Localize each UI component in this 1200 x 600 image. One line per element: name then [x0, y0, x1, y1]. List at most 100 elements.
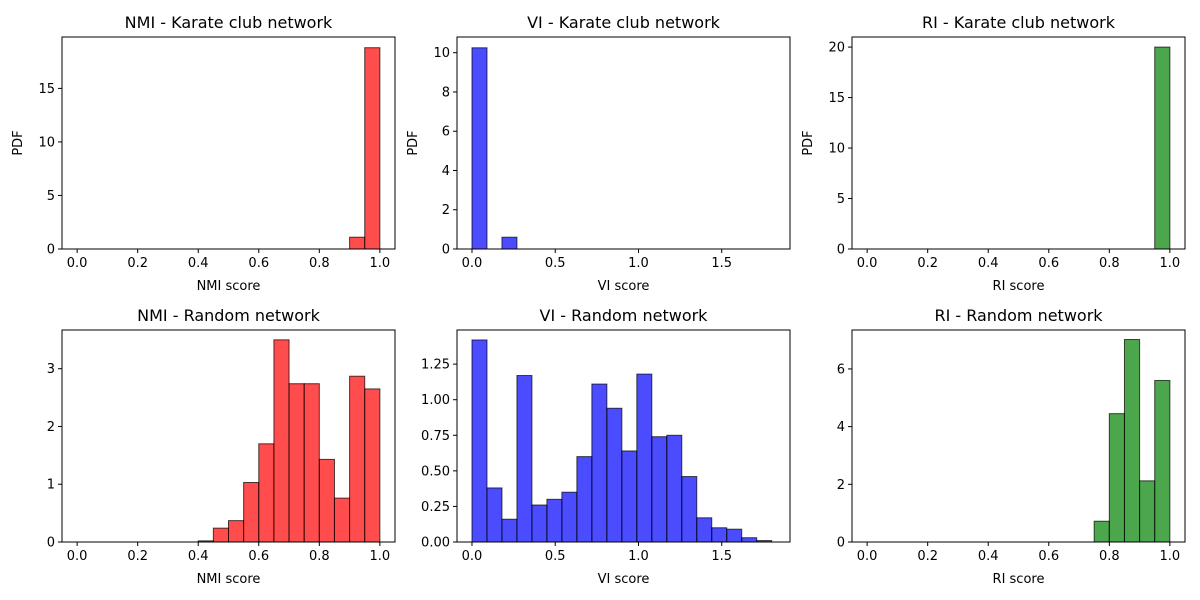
histogram-bar [471, 339, 488, 543]
x-tick-label: 0.8 [309, 549, 330, 564]
y-tick-label: 6 [837, 362, 845, 377]
y-tick-label: 4 [837, 420, 845, 435]
y-tick-label: 0.50 [421, 464, 450, 479]
x-tick-label: 1.5 [711, 256, 732, 271]
histogram-bar [546, 498, 563, 543]
histogram-bar [666, 434, 683, 543]
histogram-bar [501, 518, 518, 543]
chart-title: VI - Random network [540, 306, 709, 325]
histogram-bar [711, 527, 728, 543]
histogram-bar [486, 487, 503, 543]
y-axis-label: PDF [11, 130, 26, 155]
histogram-bar [1093, 520, 1110, 543]
histogram-bar [531, 504, 548, 543]
x-tick-label: 1.0 [1160, 549, 1181, 564]
axes-frame [456, 36, 791, 250]
x-tick-label: 0.4 [978, 549, 999, 564]
histogram-bar [1108, 413, 1125, 543]
y-tick-label: 10 [38, 135, 55, 150]
x-axis-label: VI score [598, 572, 650, 587]
histogram-bar [349, 236, 366, 250]
x-tick-label: 1.0 [628, 256, 649, 271]
x-axis-label: RI score [993, 279, 1045, 294]
chart-title: RI - Karate club network [922, 13, 1116, 32]
histogram-bar [1154, 379, 1171, 543]
histogram-bar [303, 383, 320, 543]
axes-frame [61, 36, 396, 250]
axes-frame [851, 329, 1186, 543]
histogram-bar [501, 236, 518, 250]
y-axis-label: PDF [406, 130, 421, 155]
histogram-bar [561, 491, 578, 543]
x-tick-label: 0.8 [1099, 256, 1120, 271]
histogram-bar [591, 383, 608, 543]
x-tick-label: 0.4 [188, 256, 209, 271]
y-tick-label: 10 [433, 46, 450, 61]
y-tick-label: 15 [38, 82, 55, 97]
x-tick-label: 0.5 [545, 549, 566, 564]
histogram-bar [243, 482, 260, 543]
histogram-bar [516, 375, 533, 543]
chart-title: NMI - Random network [137, 306, 320, 325]
x-tick-label: 1.0 [1160, 256, 1181, 271]
x-tick-label: 0.6 [1038, 549, 1059, 564]
histogram-panel: 0.0 0.2 0.4 0.6 0.8 1.0 0 1 2 3 NMI - Random netwo… [47, 306, 396, 587]
y-tick-label: 3 [47, 362, 55, 377]
histogram-bar [1123, 339, 1141, 543]
histogram-bar [258, 443, 275, 543]
histogram-bar [1139, 480, 1156, 543]
x-tick-label: 0.8 [309, 256, 330, 271]
x-tick-label: 0.0 [462, 549, 483, 564]
y-tick-label: 0 [837, 536, 845, 551]
x-tick-label: 1.0 [370, 549, 391, 564]
y-tick-label: 0.75 [421, 429, 450, 444]
histogram-bar [333, 497, 351, 543]
histogram-bar [681, 476, 698, 543]
chart-title: VI - Karate club network [527, 13, 721, 32]
histogram-bar [471, 47, 488, 250]
x-tick-label: 0.0 [462, 256, 483, 271]
histogram-bar [621, 450, 638, 543]
axes-frame [61, 329, 396, 543]
x-tick-label: 0.8 [1099, 549, 1120, 564]
x-tick-label: 0.0 [857, 549, 878, 564]
y-tick-label: 4 [442, 164, 450, 179]
x-tick-label: 0.4 [978, 256, 999, 271]
histogram-bar [318, 458, 335, 543]
y-tick-label: 8 [442, 85, 450, 100]
y-tick-label: 1.25 [421, 358, 450, 373]
y-tick-label: 0 [837, 243, 845, 258]
y-tick-label: 0.25 [421, 500, 450, 515]
axes-frame [456, 329, 791, 543]
histogram-panel: 0.0 0.2 0.4 0.6 0.8 1.0 0 5 10 15 20 RI - Karate cl… [801, 13, 1186, 294]
x-tick-label: 1.5 [711, 549, 732, 564]
x-axis-label: NMI score [197, 279, 261, 294]
y-tick-label: 1.00 [421, 393, 450, 408]
histogram-bar [651, 436, 668, 543]
x-tick-label: 0.0 [67, 256, 88, 271]
histogram-panel: 0.0 0.2 0.4 0.6 0.8 1.0 0 2 4 6 RI - Random networ… [837, 306, 1186, 587]
y-tick-label: 5 [47, 189, 55, 204]
histogram-bar [288, 383, 305, 543]
histogram-panel: 0.0 0.5 1.0 1.5 0 2 4 6 8 10 VI - Karate club netw… [406, 13, 791, 294]
histogram-panel: 0.0 0.5 1.0 1.5 0.00 0.25 0.50 0.75 1.00 1.25 VI -… [421, 306, 791, 587]
histogram-bar [741, 537, 758, 543]
x-tick-label: 0.6 [248, 256, 269, 271]
histogram-bar [1154, 46, 1171, 250]
x-tick-label: 0.2 [127, 256, 148, 271]
y-tick-label: 10 [828, 142, 845, 157]
y-tick-label: 1 [47, 478, 55, 493]
histogram-bar [606, 407, 623, 543]
x-tick-label: 1.0 [370, 256, 391, 271]
y-tick-label: 2 [47, 420, 55, 435]
histogram-bar [212, 527, 230, 543]
y-tick-label: 20 [828, 41, 845, 56]
y-tick-label: 5 [837, 192, 845, 207]
histogram-panel: 0.0 0.2 0.4 0.6 0.8 1.0 0 5 10 15 NMI - Karate clu… [11, 13, 396, 294]
x-tick-label: 0.0 [857, 256, 878, 271]
y-tick-label: 15 [828, 91, 845, 106]
x-tick-label: 0.4 [188, 549, 209, 564]
y-tick-label: 0 [47, 536, 55, 551]
histogram-bar [349, 375, 366, 543]
x-tick-label: 0.6 [1038, 256, 1059, 271]
